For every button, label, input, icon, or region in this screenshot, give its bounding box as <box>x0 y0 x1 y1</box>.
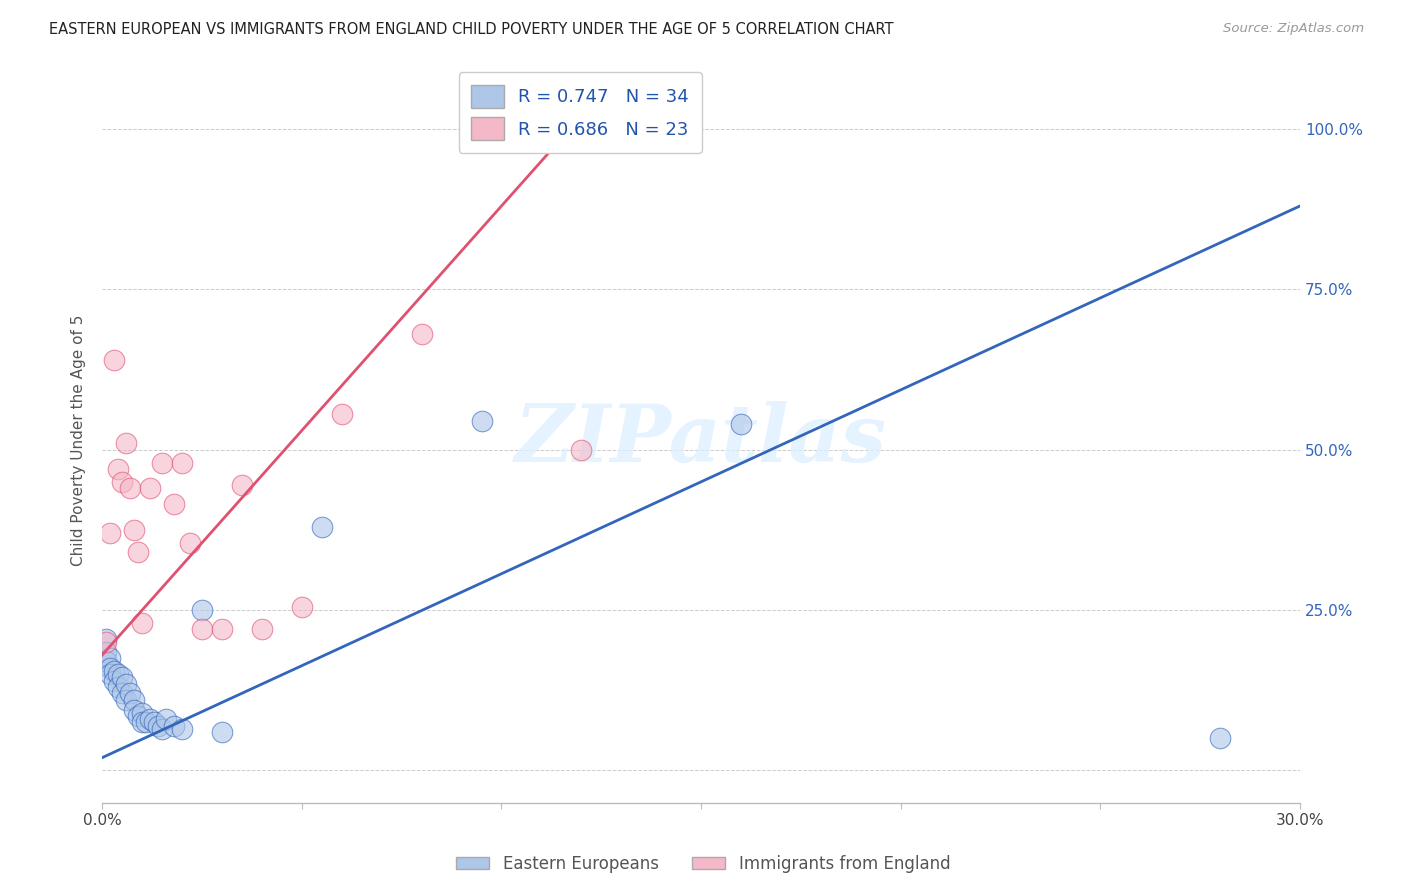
Point <box>131 706 153 720</box>
Legend: R = 0.747   N = 34, R = 0.686   N = 23: R = 0.747 N = 34, R = 0.686 N = 23 <box>458 72 702 153</box>
Point <box>111 670 134 684</box>
Point <box>103 664 125 678</box>
Point <box>139 481 162 495</box>
Point <box>291 599 314 614</box>
Point <box>96 654 118 668</box>
Legend: Eastern Europeans, Immigrants from England: Eastern Europeans, Immigrants from Engla… <box>449 848 957 880</box>
Point <box>127 545 149 559</box>
Point <box>179 535 201 549</box>
Point <box>470 414 492 428</box>
Y-axis label: Child Poverty Under the Age of 5: Child Poverty Under the Age of 5 <box>72 314 86 566</box>
Point <box>170 722 193 736</box>
Point <box>122 702 145 716</box>
Point <box>107 680 129 694</box>
Text: ZIPatlas: ZIPatlas <box>515 401 887 479</box>
Point <box>231 478 253 492</box>
Point <box>98 526 121 541</box>
Point <box>163 718 186 732</box>
Point <box>411 327 433 342</box>
Point <box>1209 731 1232 746</box>
Point <box>127 709 149 723</box>
Point <box>96 645 118 659</box>
Point <box>115 436 138 450</box>
Point <box>115 677 138 691</box>
Point <box>122 693 145 707</box>
Point <box>131 715 153 730</box>
Point <box>103 673 125 688</box>
Point <box>569 442 592 457</box>
Point <box>120 481 142 495</box>
Point <box>146 718 169 732</box>
Point <box>143 715 166 730</box>
Point <box>139 712 162 726</box>
Point <box>103 353 125 368</box>
Point <box>191 623 214 637</box>
Point <box>150 722 173 736</box>
Point <box>311 519 333 533</box>
Point <box>155 712 177 726</box>
Point <box>96 632 118 646</box>
Point <box>115 693 138 707</box>
Point <box>120 686 142 700</box>
Point <box>96 635 118 649</box>
Text: Source: ZipAtlas.com: Source: ZipAtlas.com <box>1223 22 1364 36</box>
Point <box>122 523 145 537</box>
Text: EASTERN EUROPEAN VS IMMIGRANTS FROM ENGLAND CHILD POVERTY UNDER THE AGE OF 5 COR: EASTERN EUROPEAN VS IMMIGRANTS FROM ENGL… <box>49 22 894 37</box>
Point <box>170 456 193 470</box>
Point <box>730 417 752 431</box>
Point <box>107 667 129 681</box>
Point <box>211 725 233 739</box>
Point <box>107 462 129 476</box>
Point <box>330 408 353 422</box>
Point <box>150 456 173 470</box>
Point <box>131 615 153 630</box>
Point <box>191 603 214 617</box>
Point <box>98 667 121 681</box>
Point <box>163 497 186 511</box>
Point <box>98 651 121 665</box>
Point <box>211 623 233 637</box>
Point <box>111 475 134 489</box>
Point <box>98 661 121 675</box>
Point <box>250 623 273 637</box>
Point <box>135 715 157 730</box>
Point <box>111 686 134 700</box>
